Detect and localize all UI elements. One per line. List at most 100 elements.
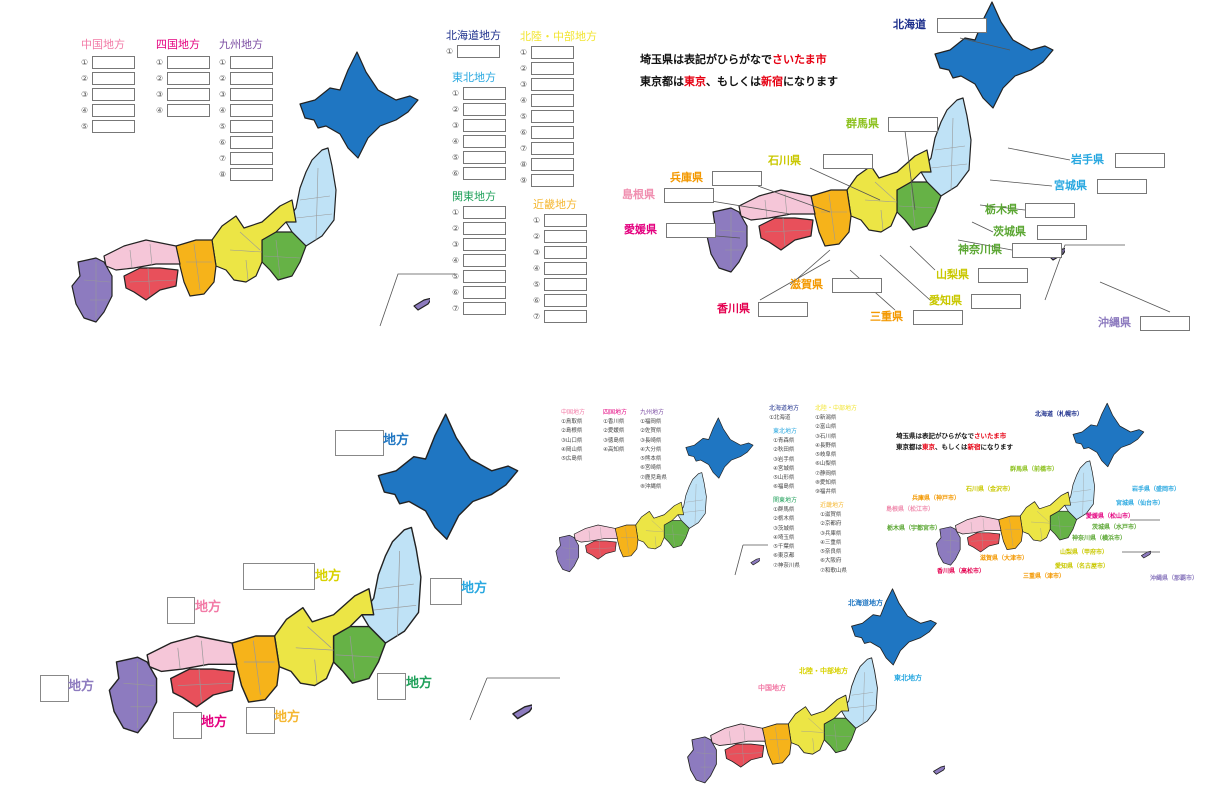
answer-prefecture: ⑨福井県 [815, 489, 837, 496]
answer-box[interactable] [92, 72, 135, 85]
region-label: 地方 [383, 433, 410, 448]
prefecture-answer-box[interactable] [664, 188, 714, 203]
answer-box[interactable] [544, 310, 587, 323]
answer-box[interactable] [230, 136, 273, 149]
region-answer-box[interactable] [243, 563, 315, 590]
answer-row: ⑥ [219, 136, 273, 149]
answer-box[interactable] [544, 230, 587, 243]
answer-note-tokyo: 東京都は東京、もしくは新宿になります [896, 443, 1013, 451]
prefecture-answer-box[interactable] [1140, 316, 1190, 331]
answer-box[interactable] [531, 94, 574, 107]
region-answer-box[interactable] [246, 707, 275, 734]
answer-row: ② [452, 103, 506, 116]
answer-box[interactable] [463, 206, 506, 219]
answer-box[interactable] [531, 174, 574, 187]
answer-prefecture: ②愛媛県 [603, 428, 625, 435]
prefecture-answer-box[interactable] [823, 154, 873, 169]
answer-box[interactable] [544, 214, 587, 227]
prefecture-answer-box[interactable] [758, 302, 808, 317]
prefecture-answer-box[interactable] [978, 268, 1028, 283]
prefecture-label: 岩手県 [1071, 153, 1104, 166]
prefecture-answer-box[interactable] [971, 294, 1021, 309]
prefecture-answer-box[interactable] [1012, 243, 1062, 258]
answer-box[interactable] [544, 294, 587, 307]
answer-box[interactable] [463, 286, 506, 299]
answer-box[interactable] [92, 120, 135, 133]
prefecture-answer-box[interactable] [1097, 179, 1147, 194]
prefecture-answer-box[interactable] [712, 171, 762, 186]
answer-box[interactable] [230, 152, 273, 165]
answer-prefecture: ⑥山梨県 [815, 461, 837, 468]
answer-row: ⑧ [520, 158, 574, 171]
prefecture-answer-box[interactable] [1025, 203, 1075, 218]
answer-row: ③ [533, 246, 587, 259]
answer-box[interactable] [531, 158, 574, 171]
answer-box[interactable] [463, 151, 506, 164]
answer-row: ② [520, 62, 574, 75]
answer-region-heading: 北陸・中部地方 [815, 405, 858, 412]
answer-row: ⑤ [219, 120, 273, 133]
answer-box[interactable] [531, 46, 574, 59]
answer-box[interactable] [230, 88, 273, 101]
answer-box[interactable] [463, 87, 506, 100]
answer-region-heading: 中国地方 [561, 409, 586, 416]
answer-box[interactable] [463, 119, 506, 132]
region-answer-box[interactable] [430, 578, 462, 605]
answer-box[interactable] [531, 126, 574, 139]
answer-box[interactable] [92, 56, 135, 69]
region-answer-box[interactable] [377, 673, 406, 700]
answer-number: ② [533, 231, 541, 241]
region-answer-box[interactable] [335, 430, 384, 456]
answer-box[interactable] [544, 262, 587, 275]
answer-prefecture: ⑥宮崎県 [640, 465, 662, 472]
answer-box[interactable] [463, 302, 506, 315]
answer-box[interactable] [463, 167, 506, 180]
answer-list: ① ② ③ ④ ⑤ ⑥ ⑦ ⑧ [219, 56, 273, 181]
answer-box[interactable] [544, 278, 587, 291]
answer-box[interactable] [167, 88, 210, 101]
answer-box[interactable] [167, 104, 210, 117]
answer-box[interactable] [92, 104, 135, 117]
answer-prefecture: ④三重県 [820, 539, 842, 546]
prefecture-answer-box[interactable] [832, 278, 882, 293]
answer-box[interactable] [457, 45, 500, 58]
note-highlight: 新宿 [967, 443, 981, 451]
answer-box[interactable] [167, 56, 210, 69]
answer-box[interactable] [531, 62, 574, 75]
answer-box[interactable] [463, 238, 506, 251]
answer-box[interactable] [463, 135, 506, 148]
prefecture-answer-box[interactable] [1037, 225, 1087, 240]
answer-box[interactable] [463, 103, 506, 116]
answer-box[interactable] [230, 72, 273, 85]
region-answer-box[interactable] [167, 597, 195, 624]
answer-box[interactable] [167, 72, 210, 85]
region-answer-box[interactable] [173, 712, 202, 739]
answer-box[interactable] [544, 246, 587, 259]
region-name-label: 北陸・中部地方 [799, 667, 848, 675]
answer-box[interactable] [531, 78, 574, 91]
answer-box[interactable] [531, 142, 574, 155]
prefecture-answer-box[interactable] [666, 223, 716, 238]
answer-prefecture-list: ①鳥取県 ②島根県 ③山口県 ④岡山県 ⑤広島県 [561, 419, 582, 463]
answer-row: ⑦ [533, 310, 587, 323]
answer-number: ⑤ [219, 121, 227, 131]
answer-box[interactable] [463, 222, 506, 235]
answer-box[interactable] [230, 120, 273, 133]
prefecture-label: 茨城県 [993, 225, 1026, 238]
answer-box[interactable] [230, 104, 273, 117]
answer-box[interactable] [531, 110, 574, 123]
answer-row: ② [219, 72, 273, 85]
prefecture-answer-box[interactable] [913, 310, 963, 325]
note-highlight: さいたま市 [974, 432, 1007, 440]
answer-box[interactable] [463, 254, 506, 267]
prefecture-answer-box[interactable] [888, 117, 938, 132]
answer-box[interactable] [463, 270, 506, 283]
answer-box[interactable] [92, 88, 135, 101]
prefecture-answer-box[interactable] [937, 18, 987, 33]
answer-box[interactable] [230, 168, 273, 181]
answer-box[interactable] [230, 56, 273, 69]
region-answer-box[interactable] [40, 675, 69, 702]
answer-row: ① [446, 45, 500, 58]
prefecture-answer-box[interactable] [1115, 153, 1165, 168]
answer-list: ① ② ③ ④ [156, 56, 210, 117]
